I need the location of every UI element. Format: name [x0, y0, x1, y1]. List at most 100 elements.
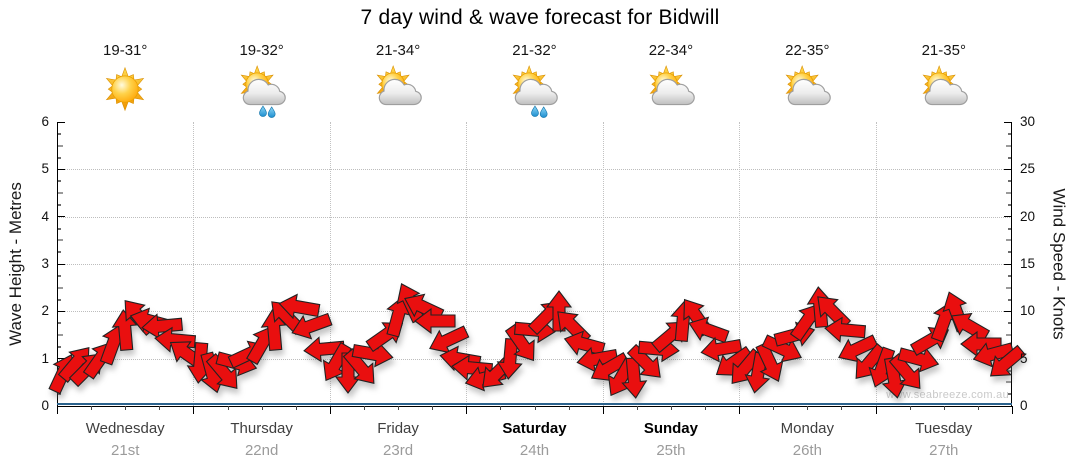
- x-axis-minor-tick: [363, 406, 365, 410]
- left-axis-tick: [58, 405, 65, 407]
- wind-arrow: [837, 334, 879, 363]
- x-axis-minor-tick: [500, 406, 502, 410]
- left-axis-tick-label: 0: [41, 398, 49, 413]
- wind-arrow: [496, 337, 523, 380]
- wind-arrow: [504, 323, 535, 362]
- x-axis-minor-tick: [432, 406, 434, 410]
- cloud-shape: [242, 78, 286, 106]
- weather-icon-cell: [603, 62, 739, 120]
- sun-disc: [111, 75, 139, 103]
- x-axis-minor-tick: [261, 406, 263, 410]
- day-name-label: Friday: [377, 420, 419, 437]
- day-date-label: 27th: [929, 442, 959, 459]
- raindrop-icon: [540, 106, 548, 118]
- left-axis-tick-label: 4: [41, 208, 49, 224]
- x-axis-minor-tick: [705, 406, 707, 410]
- wind-arrow: [688, 316, 730, 344]
- wind-arrow: [291, 312, 333, 340]
- gridline-vertical: [329, 122, 331, 406]
- wind-arrow: [888, 352, 921, 389]
- x-axis-major-tick: [602, 406, 604, 414]
- wind-arrow: [950, 312, 990, 342]
- day-date-label: 24th: [519, 442, 550, 459]
- right-axis-tick: [1004, 405, 1011, 407]
- right-axis-tick: [1006, 286, 1011, 289]
- x-axis-minor-tick: [125, 406, 127, 410]
- left-axis-tick: [58, 286, 63, 289]
- left-axis-tick: [58, 393, 61, 396]
- wind-arrow: [699, 336, 742, 363]
- left-axis-tick: [58, 121, 65, 123]
- left-axis-tick: [58, 168, 65, 170]
- day-name-label: Sunday: [643, 420, 698, 437]
- weather-icon-cell: [876, 62, 1012, 120]
- weather-icon-cell: [330, 62, 466, 120]
- right-axis-tick: [1004, 216, 1011, 218]
- x-axis-minor-tick: [670, 406, 672, 410]
- right-axis-tick: [1008, 156, 1011, 159]
- right-axis-spine: [1011, 122, 1012, 407]
- wind-arrow: [342, 348, 375, 385]
- right-axis-tick-label: 0: [1020, 398, 1028, 413]
- partly-cloudy-rain-icon: [513, 65, 559, 118]
- wind-arrow: [302, 336, 345, 363]
- temp-range-label: 21-35°: [921, 42, 966, 59]
- wind-arrow: [817, 296, 852, 331]
- right-axis-tick: [1008, 393, 1011, 396]
- x-axis-minor-tick: [159, 406, 161, 410]
- sunny-icon: [105, 66, 145, 112]
- x-axis-minor-tick: [841, 406, 843, 410]
- temp-range-label: 21-34°: [375, 42, 421, 59]
- right-axis-tick: [1008, 369, 1011, 372]
- left-axis-tick: [58, 251, 61, 254]
- left-axis-tick: [58, 156, 61, 159]
- cloud-shape: [788, 78, 832, 106]
- right-axis-tick-label: 20: [1020, 208, 1036, 224]
- right-axis-tick: [1006, 239, 1011, 242]
- left-axis-tick: [58, 216, 65, 218]
- gridline-vertical: [875, 122, 877, 406]
- gridline-horizontal: [57, 264, 1012, 265]
- cloud-shape: [651, 78, 695, 106]
- right-axis-tick-label: 25: [1020, 161, 1036, 177]
- wind-arrow: [563, 330, 606, 357]
- left-axis-tick: [58, 274, 61, 277]
- right-axis-tick: [1004, 310, 1011, 312]
- day-date-label: 22nd: [244, 442, 279, 459]
- wind-arrow: [278, 293, 321, 319]
- weather-icon-cell: [466, 62, 602, 120]
- right-axis-tick-label: 10: [1020, 303, 1036, 319]
- x-axis-major-tick: [466, 406, 468, 414]
- x-axis-minor-tick: [398, 406, 400, 410]
- right-axis-tick: [1008, 227, 1011, 230]
- day-name-label: Thursday: [230, 420, 293, 437]
- left-axis-tick: [58, 358, 65, 360]
- day-name-label: Tuesday: [915, 420, 973, 437]
- x-axis-minor-tick: [534, 406, 536, 410]
- gridline-vertical: [466, 122, 468, 406]
- right-axis-tick: [1006, 144, 1011, 147]
- temp-range-label: 22-35°: [785, 42, 830, 59]
- partly-cloudy-rain-icon: [240, 65, 286, 118]
- x-axis-minor-tick: [295, 406, 297, 410]
- wind-arrow: [428, 325, 470, 354]
- x-axis-minor-tick: [977, 406, 979, 410]
- temp-range-label: 22-34°: [648, 42, 694, 59]
- weather-icon-cell: [193, 62, 329, 120]
- x-axis-minor-tick: [568, 406, 570, 410]
- partly-cloudy-icon: [922, 65, 968, 106]
- page-title: 7 day wind & wave forecast for Bidwill: [360, 6, 720, 29]
- wind-arrow: [206, 352, 238, 389]
- gridline-horizontal: [57, 169, 1012, 171]
- temp-range-label: 19-31°: [103, 42, 148, 59]
- right-axis-tick: [1008, 203, 1011, 206]
- x-axis-major-tick: [193, 406, 195, 414]
- right-axis-tick-label: 15: [1020, 256, 1036, 271]
- raindrop-icon: [258, 105, 267, 117]
- left-axis-tick-label: 5: [41, 161, 49, 177]
- left-axis-tick: [58, 239, 63, 242]
- wind-arrow: [989, 345, 1026, 377]
- right-axis-tick: [1004, 263, 1011, 265]
- wind-arrow: [897, 346, 940, 373]
